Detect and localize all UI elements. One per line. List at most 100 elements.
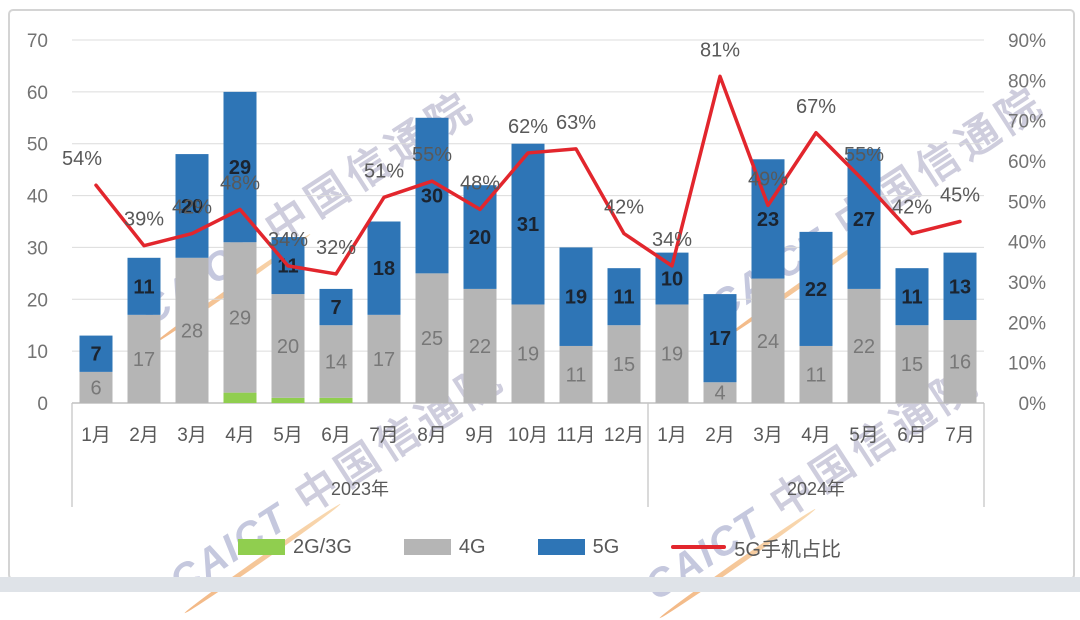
bar-segment-4g xyxy=(367,314,401,403)
x-axis-month-label: 8月 xyxy=(417,425,447,446)
bar-value-label: 11 xyxy=(806,364,827,386)
line-point-label: 39% xyxy=(124,209,164,231)
bar-value-label: 17 xyxy=(709,328,731,350)
x-axis-month-label: 5月 xyxy=(273,425,303,446)
line-point-label: 81% xyxy=(700,39,740,61)
bar-segment-4g xyxy=(703,382,737,403)
bar-value-label: 28 xyxy=(181,320,203,342)
x-axis-month-label: 4月 xyxy=(801,425,831,446)
bar-value-label: 31 xyxy=(517,214,539,236)
x-axis-month-label: 10月 xyxy=(508,425,548,446)
bar-value-label: 20 xyxy=(181,196,203,218)
bar-value-label: 17 xyxy=(133,349,155,371)
bar-value-label: 7 xyxy=(90,344,101,366)
right-axis-tick-label: 90% xyxy=(1008,31,1046,52)
right-axis-tick-label: 10% xyxy=(1008,354,1046,375)
bar-value-label: 11 xyxy=(613,287,634,309)
x-axis-month-label: 9月 xyxy=(465,425,495,446)
bar-value-label: 17 xyxy=(373,349,395,371)
page-background-strip xyxy=(0,577,1080,592)
bar-value-label: 25 xyxy=(421,328,443,350)
bar-value-label: 6 xyxy=(90,377,101,399)
bar-segment-5g xyxy=(415,117,449,274)
bar-segment-5g xyxy=(127,257,161,315)
bar-segment-4g xyxy=(223,242,257,393)
bar-value-label: 22 xyxy=(805,279,827,301)
left-axis-tick-label: 70 xyxy=(27,31,48,52)
x-axis-year-label: 2023年 xyxy=(331,479,389,499)
bar-value-label: 15 xyxy=(613,354,635,376)
right-axis-tick-label: 80% xyxy=(1008,71,1046,92)
legend-item-4g: 4G xyxy=(403,535,486,559)
line-point-label: 48% xyxy=(460,172,500,194)
bar-segment-5g xyxy=(367,221,401,315)
bar-segment-4g xyxy=(799,345,833,403)
bar-segment-4g xyxy=(79,371,113,403)
5g-share-line xyxy=(94,74,962,276)
legend-label-5g-share: 5G手机占比 xyxy=(734,538,841,561)
x-axis-month-label: 5月 xyxy=(849,425,879,446)
bar-value-label: 23 xyxy=(757,209,779,231)
x-axis-month-label: 2月 xyxy=(129,425,159,446)
left-axis-tick-label: 40 xyxy=(27,187,48,208)
line-point-label: 67% xyxy=(796,96,836,118)
right-axis-tick-label: 50% xyxy=(1008,192,1046,213)
legend-item-2g3g: 2G/3G xyxy=(238,536,352,559)
legend-swatch-5g xyxy=(537,539,585,555)
bar-segment-5g xyxy=(559,247,593,346)
line-point-label: 42% xyxy=(172,197,212,219)
line-point-label: 62% xyxy=(508,116,548,138)
bar-segment-5g xyxy=(799,231,833,346)
x-axis-month-label: 7月 xyxy=(369,425,399,446)
line-point-label: 55% xyxy=(412,144,452,166)
bar-value-label: 10 xyxy=(661,269,683,291)
left-axis-tick-label: 0 xyxy=(37,394,48,415)
x-axis-month-label: 3月 xyxy=(177,425,207,446)
bar-value-label: 16 xyxy=(949,352,971,374)
bar-value-label: 11 xyxy=(566,364,587,386)
bar-segment-5g xyxy=(943,252,977,321)
line-point-label: 34% xyxy=(268,229,308,251)
x-axis-year-label: 2024年 xyxy=(787,479,845,499)
bar-segment-4g xyxy=(847,288,881,403)
bar-segment-5g xyxy=(895,268,929,326)
line-point-label: 45% xyxy=(940,185,980,207)
bar-value-label: 20 xyxy=(469,227,491,249)
legend-swatch-4g xyxy=(403,539,451,555)
bar-segment-4g xyxy=(559,345,593,403)
bar-value-label: 13 xyxy=(949,276,971,298)
bar-value-label: 14 xyxy=(325,352,347,374)
bar-segment-4g xyxy=(463,288,497,403)
bar-value-label: 19 xyxy=(661,344,683,366)
bar-segment-4g xyxy=(271,294,305,398)
line-point-label: 48% xyxy=(220,172,260,194)
bar-segment-4g xyxy=(175,257,209,403)
line-point-label: 42% xyxy=(604,197,644,219)
line-point-label: 42% xyxy=(892,197,932,219)
bar-segment-4g xyxy=(943,320,977,403)
bar-segment-2g3g xyxy=(319,397,353,403)
bar-segment-4g xyxy=(415,273,449,403)
x-axis-month-label: 2月 xyxy=(705,425,735,446)
left-axis-tick-label: 30 xyxy=(27,238,48,259)
x-axis-month-label: 11月 xyxy=(557,425,596,446)
bar-segment-4g xyxy=(319,325,353,398)
left-axis-tick-label: 60 xyxy=(27,83,48,104)
line-point-label: 34% xyxy=(652,229,692,251)
bar-value-label: 19 xyxy=(565,287,587,309)
bar-value-label: 15 xyxy=(901,354,923,376)
x-axis-month-label: 6月 xyxy=(321,425,351,446)
right-axis-tick-label: 70% xyxy=(1008,112,1046,133)
bar-value-label: 29 xyxy=(229,307,251,329)
legend-label-5g: 5G xyxy=(592,535,620,558)
combo-chart: 0 10 20 30 40 50 60 70 0% 10% 20% 30% 40% 50% 60% 70% 80… xyxy=(27,31,1046,507)
bar-segment-5g xyxy=(703,294,737,383)
bar-segment-4g xyxy=(751,278,785,403)
legend-label-4g: 4G xyxy=(458,535,486,558)
bar-segment-4g xyxy=(127,314,161,403)
bar-value-label: 11 xyxy=(133,276,154,298)
line-point-label: 63% xyxy=(556,112,596,134)
bar-segment-5g xyxy=(607,268,641,326)
right-axis-tick-label: 30% xyxy=(1008,273,1046,294)
bar-value-label: 4 xyxy=(714,383,725,405)
